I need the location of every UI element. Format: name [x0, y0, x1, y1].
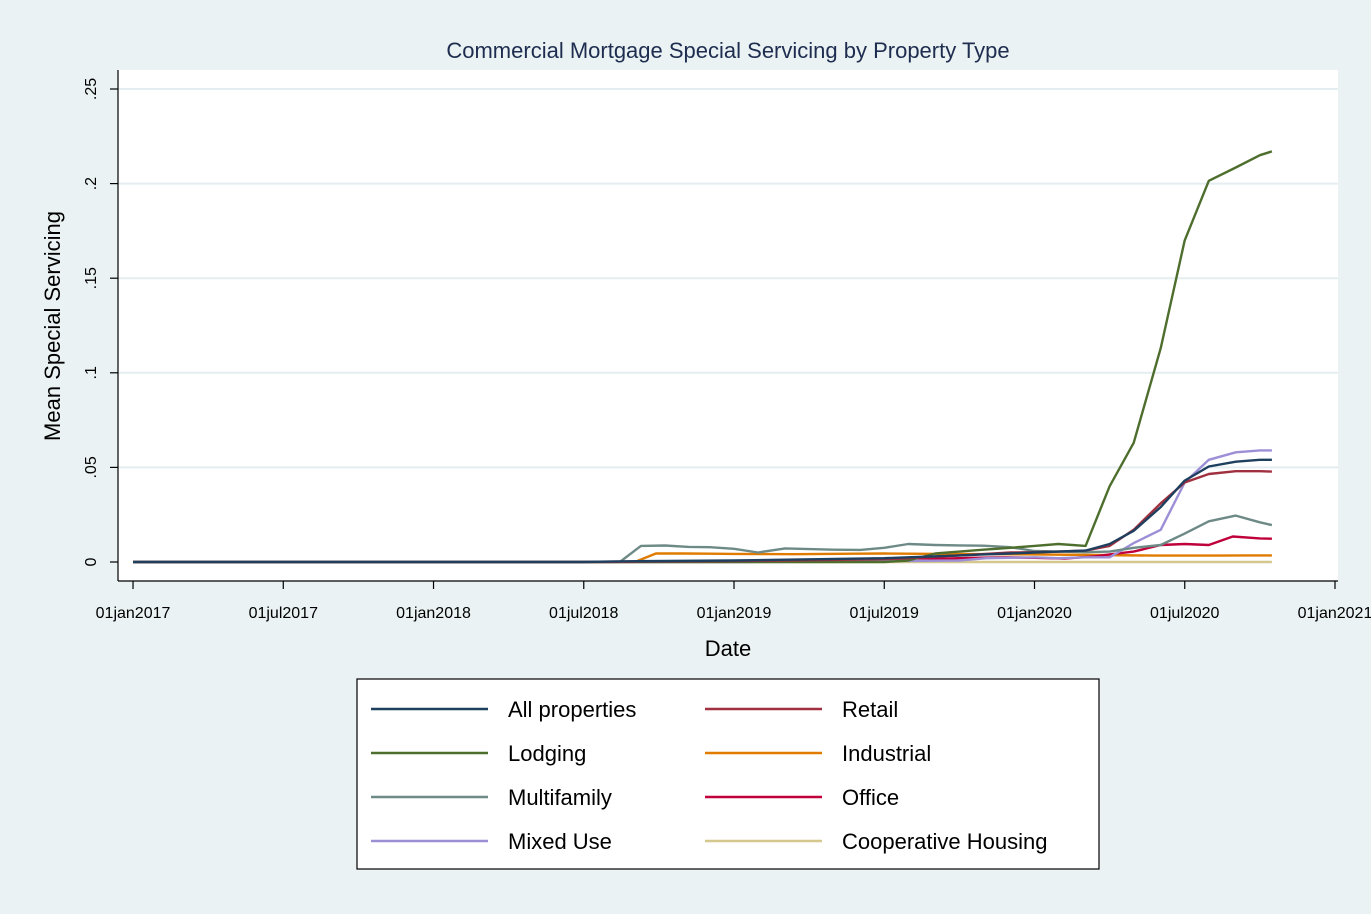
- x-tick-label: 01jul2020: [1150, 605, 1220, 622]
- legend-label-multifamily: Multifamily: [508, 785, 612, 810]
- x-tick-label: 01jul2017: [249, 605, 319, 622]
- x-tick-label: 01jul2019: [850, 605, 920, 622]
- x-tick-label: 01jan2021: [1298, 605, 1371, 622]
- legend-label-office: Office: [842, 785, 899, 810]
- plot-area: [118, 70, 1338, 581]
- legend-label-industrial: Industrial: [842, 741, 931, 766]
- x-tick-label: 01jan2019: [697, 605, 772, 622]
- y-tick-label: .05: [83, 456, 100, 478]
- legend-label-retail: Retail: [842, 697, 898, 722]
- legend-label-mixed-use: Mixed Use: [508, 829, 612, 854]
- y-axis: 0 .05 .1 .15 .2 .25: [83, 70, 119, 581]
- y-tick-label: .2: [83, 177, 100, 190]
- y-axis-label: Mean Special Servicing: [40, 211, 65, 441]
- legend-label-lodging: Lodging: [508, 741, 586, 766]
- x-axis-label: Date: [705, 636, 751, 661]
- chart-title: Commercial Mortgage Special Servicing by…: [446, 38, 1009, 63]
- legend: All properties Retail Lodging Industrial Mul…: [356, 678, 1100, 870]
- x-tick-label: 01jan2018: [396, 605, 471, 622]
- series-line-industrial: [133, 552, 1272, 564]
- x-axis: 01jan2017 01jul2017 01jan2018 01jul2018 01ja…: [96, 580, 1371, 622]
- legend-box: [356, 678, 1100, 870]
- legend-label-cooperative-housing: Cooperative Housing: [842, 829, 1047, 854]
- x-tick-label: 01jan2017: [96, 605, 171, 622]
- legend-label-all-properties: All properties: [508, 697, 636, 722]
- y-tick-label: .15: [83, 267, 100, 289]
- gridlines: [118, 88, 1338, 469]
- series-line-lodging: [133, 150, 1273, 564]
- y-tick-label: 0: [83, 557, 100, 566]
- series-line-multifamily: [133, 514, 1273, 564]
- y-tick-label: .1: [83, 366, 100, 379]
- series-lines: [133, 150, 1273, 564]
- y-tick-label: .25: [83, 78, 100, 100]
- series-line-all-properties: [133, 458, 1272, 564]
- x-tick-label: 01jan2020: [997, 605, 1072, 622]
- x-tick-label: 01jul2018: [549, 605, 619, 622]
